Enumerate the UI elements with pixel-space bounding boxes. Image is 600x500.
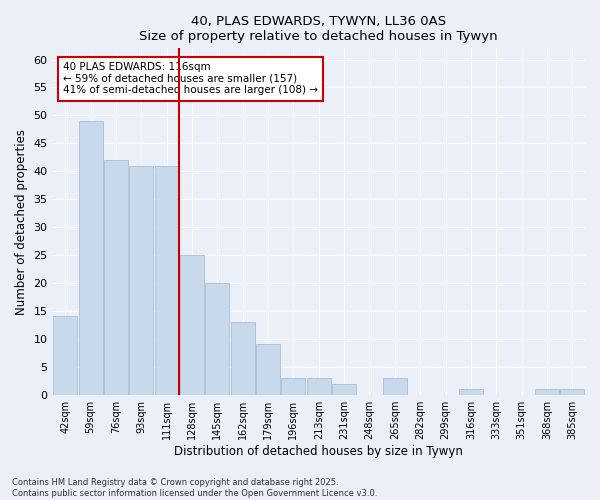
Bar xyxy=(230,322,255,394)
Bar xyxy=(129,166,154,394)
Bar xyxy=(205,283,229,395)
Bar xyxy=(53,316,77,394)
Bar xyxy=(560,389,584,394)
Bar xyxy=(104,160,128,394)
Bar xyxy=(383,378,407,394)
Text: 40 PLAS EDWARDS: 116sqm
← 59% of detached houses are smaller (157)
41% of semi-d: 40 PLAS EDWARDS: 116sqm ← 59% of detache… xyxy=(63,62,318,96)
Bar xyxy=(535,389,559,394)
Bar xyxy=(307,378,331,394)
Bar xyxy=(79,121,103,394)
Y-axis label: Number of detached properties: Number of detached properties xyxy=(15,128,28,314)
Title: 40, PLAS EDWARDS, TYWYN, LL36 0AS
Size of property relative to detached houses i: 40, PLAS EDWARDS, TYWYN, LL36 0AS Size o… xyxy=(139,15,498,43)
Bar xyxy=(459,389,483,394)
Bar xyxy=(256,344,280,395)
Bar xyxy=(281,378,305,394)
X-axis label: Distribution of detached houses by size in Tywyn: Distribution of detached houses by size … xyxy=(175,444,463,458)
Bar xyxy=(332,384,356,394)
Text: Contains HM Land Registry data © Crown copyright and database right 2025.
Contai: Contains HM Land Registry data © Crown c… xyxy=(12,478,377,498)
Bar xyxy=(155,166,179,394)
Bar xyxy=(180,255,204,394)
